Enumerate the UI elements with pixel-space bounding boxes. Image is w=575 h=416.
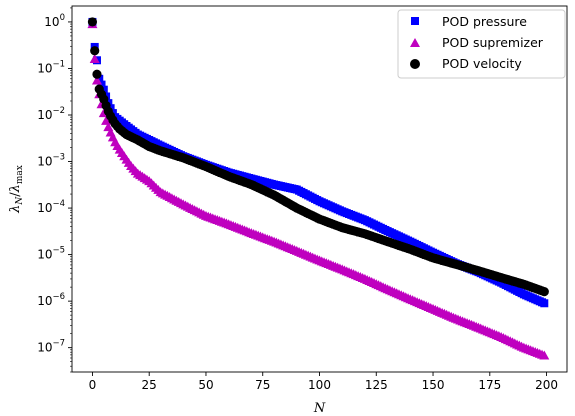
data-point-square (540, 299, 549, 308)
x-tick-label: 200 (535, 378, 558, 392)
y-tick-label: 10−2 (37, 106, 65, 122)
x-axis: 0 25 50 75 100 125 150 175 200 (89, 372, 558, 392)
legend-marker-circle (410, 59, 420, 69)
y-label-sub: N (15, 196, 25, 206)
series-circle (87, 17, 549, 297)
y-tick-label: 10−3 (37, 153, 65, 169)
data-point-triangle (89, 53, 100, 63)
data-point-triangle (539, 350, 550, 360)
y-tick-label: 10−6 (37, 292, 65, 308)
data-point-square (95, 74, 104, 83)
data-point-circle (87, 17, 98, 27)
y-label-lambda: λ (8, 205, 23, 214)
x-tick-label: 175 (478, 378, 501, 392)
y-tick-label: 10−4 (37, 199, 65, 215)
x-axis-label: N (313, 401, 326, 416)
legend-label-supremizer: POD supremizer (442, 35, 544, 50)
y-label-sub-max: max (15, 165, 25, 184)
x-tick-label: 25 (142, 378, 157, 392)
data-point-square (97, 80, 106, 89)
x-tick-label: 100 (308, 378, 331, 392)
x-tick-label: 0 (89, 378, 97, 392)
x-tick-label: 150 (422, 378, 445, 392)
data-point-circle (92, 69, 102, 79)
data-point-circle (539, 287, 549, 297)
legend-marker-square (411, 17, 419, 25)
y-axis: 100 10−1 10−2 10−3 10−4 10−5 10−6 10−7 (37, 7, 72, 373)
legend-label-pressure: POD pressure (442, 14, 527, 29)
legend-entry-velocity: POD velocity (410, 56, 522, 71)
legend-marker-triangle (410, 38, 420, 47)
legend-label-velocity: POD velocity (442, 56, 522, 71)
data-point-circle (90, 46, 100, 56)
y-label-lambda-max: λ (8, 184, 23, 193)
y-tick-label: 100 (44, 13, 65, 29)
legend-entry-pressure: POD pressure (411, 14, 527, 29)
legend: POD pressure POD supremizer POD velocity (397, 9, 566, 79)
y-label-slash: / (8, 192, 23, 197)
legend-box (397, 9, 566, 79)
data-point-triangle (91, 75, 102, 85)
y-tick-label: 10−5 (37, 246, 65, 262)
series-triangle (87, 19, 550, 360)
legend-entry-supremizer: POD supremizer (410, 35, 544, 50)
x-tick-label: 125 (365, 378, 388, 392)
data-layer (87, 17, 550, 360)
y-axis-label: λN/λmax (8, 165, 25, 214)
x-tick-label: 75 (255, 378, 270, 392)
x-tick-label: 50 (198, 378, 213, 392)
y-tick-label: 10−7 (37, 339, 65, 355)
y-tick-label: 10−1 (37, 59, 65, 75)
